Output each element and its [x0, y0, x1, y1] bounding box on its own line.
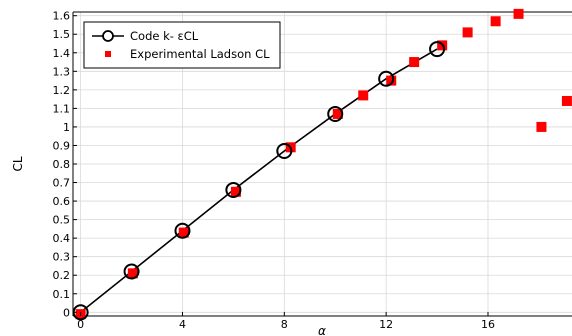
experimental-point: [513, 8, 524, 19]
code-point: [174, 222, 191, 239]
x-tick-label: 0: [77, 318, 84, 331]
y-tick-label: 1: [63, 121, 70, 134]
y-axis: 0 0.1 0.2 0.3 0.4 0.5 0.6 0.7 0.8 0.9 1 1.1 1.2 1.3 1.…: [53, 10, 77, 319]
y-tick-label: 0.7: [53, 177, 71, 190]
y-tick-label: 1.5: [53, 28, 71, 41]
grid: [73, 12, 572, 316]
x-axis-label: α: [318, 324, 326, 336]
experimental-point: [127, 268, 138, 279]
y-tick-label: 0.3: [53, 251, 71, 264]
y-tick-label: 0.5: [53, 214, 71, 227]
x-tick-label: 12: [379, 318, 393, 331]
experimental-point: [462, 27, 473, 38]
y-tick-label: 0.6: [53, 195, 71, 208]
y-tick-label: 1.3: [53, 65, 71, 78]
y-tick-label: 0.4: [53, 232, 71, 245]
experimental-point: [490, 16, 501, 27]
experimental-point: [409, 57, 420, 68]
y-tick-label: 0.1: [53, 288, 71, 301]
code-point: [276, 143, 293, 160]
code-point: [429, 41, 446, 58]
legend-circle-icon: [102, 30, 114, 42]
legend-label-experimental: Experimental Ladson CL: [130, 47, 270, 61]
code-point: [327, 105, 344, 122]
y-axis-label: CL: [11, 156, 25, 171]
experimental-point: [230, 186, 241, 197]
code-point: [123, 263, 140, 280]
x-tick-label: 8: [281, 318, 288, 331]
code-series-line: [80, 48, 438, 313]
y-tick-label: 0.9: [53, 139, 71, 152]
code-point: [225, 181, 242, 198]
legend-label-code: Code k- εCL: [130, 29, 199, 43]
experimental-point: [536, 121, 547, 132]
y-tick-label: 1.2: [53, 84, 71, 97]
y-tick-label: 0.8: [53, 158, 71, 171]
x-axis: 0 4 8 12 16: [77, 312, 495, 331]
y-tick-label: 1.4: [53, 47, 71, 60]
legend-square-icon: [105, 51, 111, 57]
experimental-point: [358, 90, 369, 101]
y-tick-label: 1.6: [53, 10, 71, 23]
y-tick-label: 1.1: [53, 102, 71, 115]
experimental-point: [386, 75, 397, 86]
y-tick-label: 0: [63, 306, 70, 319]
experimental-point: [332, 108, 343, 119]
code-point: [378, 70, 395, 87]
legend-box: [83, 21, 281, 69]
y-tick-label: 0.2: [53, 269, 71, 282]
experimental-point: [178, 227, 189, 238]
experimental-point: [561, 95, 572, 106]
x-tick-label: 4: [179, 318, 186, 331]
x-tick-label: 16: [481, 318, 495, 331]
legend: Code k- εCL Experimental Ladson CL: [83, 21, 281, 69]
